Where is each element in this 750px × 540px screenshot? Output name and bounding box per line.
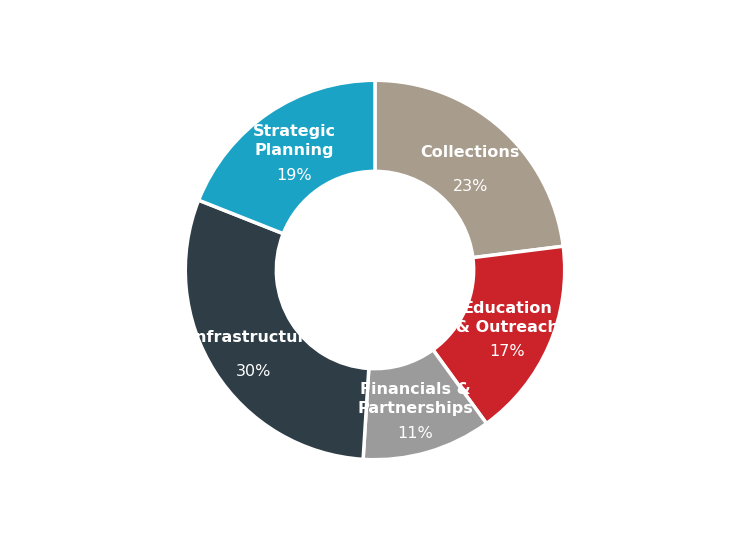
Wedge shape bbox=[199, 80, 375, 234]
Text: Infrastructure: Infrastructure bbox=[190, 330, 317, 345]
Text: Education
& Outreach: Education & Outreach bbox=[456, 301, 559, 335]
Text: Strategic
Planning: Strategic Planning bbox=[253, 124, 335, 158]
Text: Financials &
Partnerships: Financials & Partnerships bbox=[357, 382, 473, 416]
Wedge shape bbox=[363, 350, 487, 460]
Text: 19%: 19% bbox=[276, 168, 312, 183]
Text: 17%: 17% bbox=[490, 345, 525, 360]
Wedge shape bbox=[375, 80, 563, 258]
Text: Collections: Collections bbox=[421, 145, 520, 160]
Wedge shape bbox=[185, 200, 369, 460]
Text: 11%: 11% bbox=[398, 426, 433, 441]
Text: 30%: 30% bbox=[236, 364, 271, 380]
Wedge shape bbox=[433, 246, 565, 423]
Text: 23%: 23% bbox=[453, 179, 488, 194]
